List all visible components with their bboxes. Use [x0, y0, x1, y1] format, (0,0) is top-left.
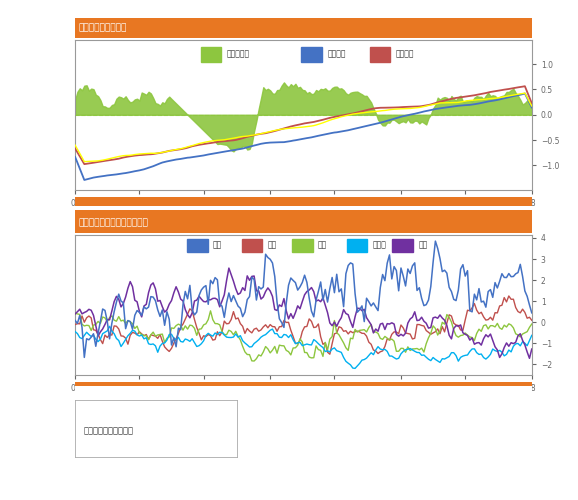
Text: 销区: 销区 — [418, 240, 428, 250]
FancyBboxPatch shape — [242, 239, 262, 252]
Text: 大连: 大连 — [213, 240, 223, 250]
Text: 现货升贴水: 现货升贴水 — [227, 50, 250, 58]
Text: 玉米现货价格及基差: 玉米现货价格及基差 — [79, 23, 127, 32]
Text: 北方港: 北方港 — [373, 240, 387, 250]
FancyBboxPatch shape — [187, 239, 208, 252]
FancyBboxPatch shape — [201, 47, 221, 62]
Text: 大连期货: 大连期货 — [327, 50, 346, 58]
FancyBboxPatch shape — [347, 239, 368, 252]
FancyBboxPatch shape — [370, 47, 390, 62]
Text: 玉米现货价格涨跌幅（周度）: 玉米现货价格涨跌幅（周度） — [79, 218, 149, 227]
FancyBboxPatch shape — [392, 239, 413, 252]
Text: 来源：中粮期货研究院: 来源：中粮期货研究院 — [83, 426, 134, 436]
Text: 广东: 广东 — [268, 240, 277, 250]
Text: 现货价格: 现货价格 — [396, 50, 414, 58]
FancyBboxPatch shape — [292, 239, 313, 252]
Text: 广西: 广西 — [318, 240, 327, 250]
FancyBboxPatch shape — [301, 47, 322, 62]
